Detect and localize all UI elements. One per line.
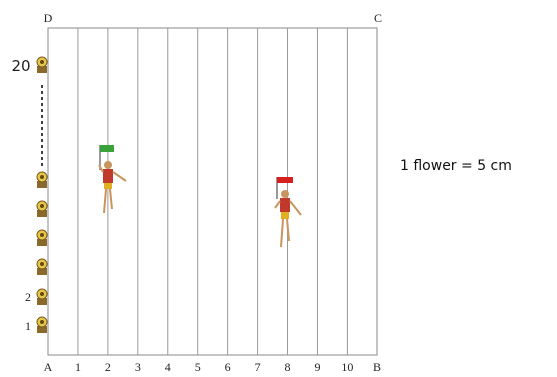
flower-center [40, 320, 44, 324]
diagram: A B C D 1 2 20 1 flower = 5 cm 1 2 3 4 5 6 7 8 9… [0, 0, 557, 377]
flower-center [40, 262, 44, 266]
line-label: 3 [135, 360, 141, 374]
ground [48, 28, 377, 355]
corner-label: B [373, 360, 381, 374]
flower-center [40, 175, 44, 179]
legend: 1 flower = 5 cm [400, 158, 512, 174]
corner-label: D [44, 11, 53, 25]
flower-center [40, 204, 44, 208]
line-label: 8 [285, 360, 291, 374]
corner-label: C [374, 11, 382, 25]
flower-label: 20 [11, 57, 30, 75]
flower [37, 57, 47, 73]
line-label: 6 [225, 360, 231, 374]
flower [37, 289, 47, 305]
flower [37, 172, 47, 188]
flower [37, 230, 47, 246]
line-label: 1 [75, 360, 81, 374]
flower-center [40, 233, 44, 237]
flower-label: 1 [25, 319, 31, 333]
flower-center [40, 292, 44, 296]
line-label: 9 [314, 360, 320, 374]
line-label: 4 [165, 360, 171, 374]
flower-label: 2 [25, 290, 31, 304]
line-label: 10 [341, 360, 353, 374]
flower [37, 259, 47, 275]
runner-green-flag [99, 145, 126, 213]
flower-center [40, 60, 44, 64]
line-label: 2 [105, 360, 111, 374]
flower [37, 317, 47, 333]
track-lines [78, 28, 347, 355]
corner-label: A [44, 360, 53, 374]
line-label: 7 [255, 360, 261, 374]
flower [37, 201, 47, 217]
line-label: 5 [195, 360, 201, 374]
